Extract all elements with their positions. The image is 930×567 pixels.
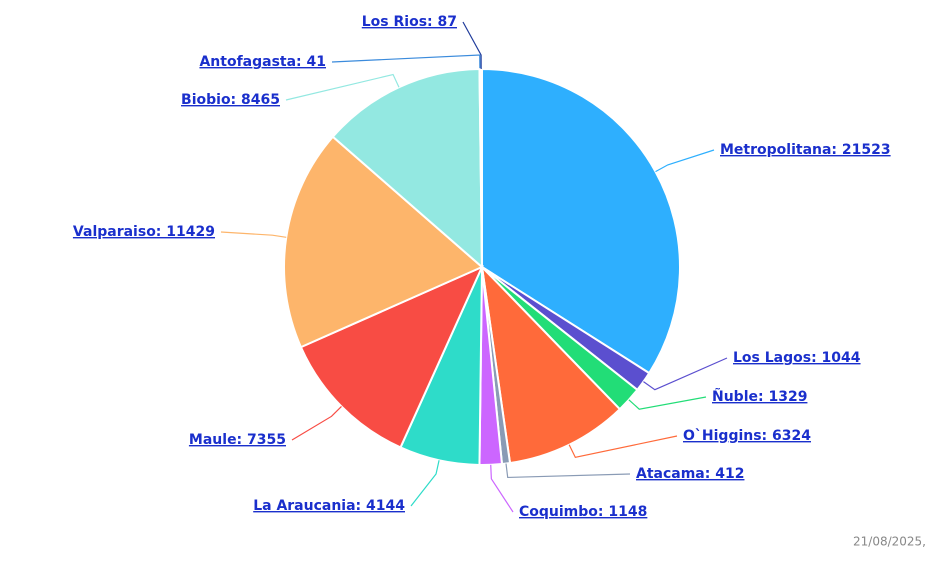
leader-line — [643, 357, 728, 391]
leader-line — [410, 460, 440, 507]
data-label[interactable]: Biobio: 8465 — [181, 92, 280, 108]
data-label[interactable]: Antofagasta: 41 — [199, 54, 326, 70]
data-label[interactable]: Metropolitana: 21523 — [720, 142, 891, 158]
leader-line — [628, 396, 707, 410]
data-label[interactable]: Valparaiso: 11429 — [73, 224, 215, 240]
data-label[interactable]: La Araucania: 4144 — [253, 498, 405, 514]
data-label[interactable]: Ñuble: 1329 — [712, 388, 807, 405]
pie-slice — [480, 264, 622, 465]
leader-line — [655, 149, 715, 173]
leader-line — [331, 54, 481, 70]
leader-line — [291, 406, 342, 441]
data-label[interactable]: Atacama: 412 — [636, 466, 744, 482]
data-label[interactable]: Coquimbo: 1148 — [519, 504, 647, 520]
pie-slice — [481, 67, 681, 375]
data-label[interactable]: O`Higgins: 6324 — [683, 428, 811, 444]
pie-slice — [479, 67, 483, 268]
leader-line — [285, 73, 400, 101]
data-label[interactable]: Los Lagos: 1044 — [733, 350, 861, 366]
leader-line — [220, 231, 287, 238]
leader-line — [462, 21, 482, 70]
leader-line — [568, 435, 678, 459]
leader-line — [490, 464, 514, 513]
data-label[interactable]: Maule: 7355 — [189, 432, 286, 448]
pie-slice — [331, 68, 484, 270]
leader-line — [505, 463, 631, 479]
data-label[interactable]: Los Rios: 87 — [362, 14, 457, 30]
pie-slice — [299, 265, 484, 449]
footer-date: 21/08/2025, — [853, 535, 926, 549]
